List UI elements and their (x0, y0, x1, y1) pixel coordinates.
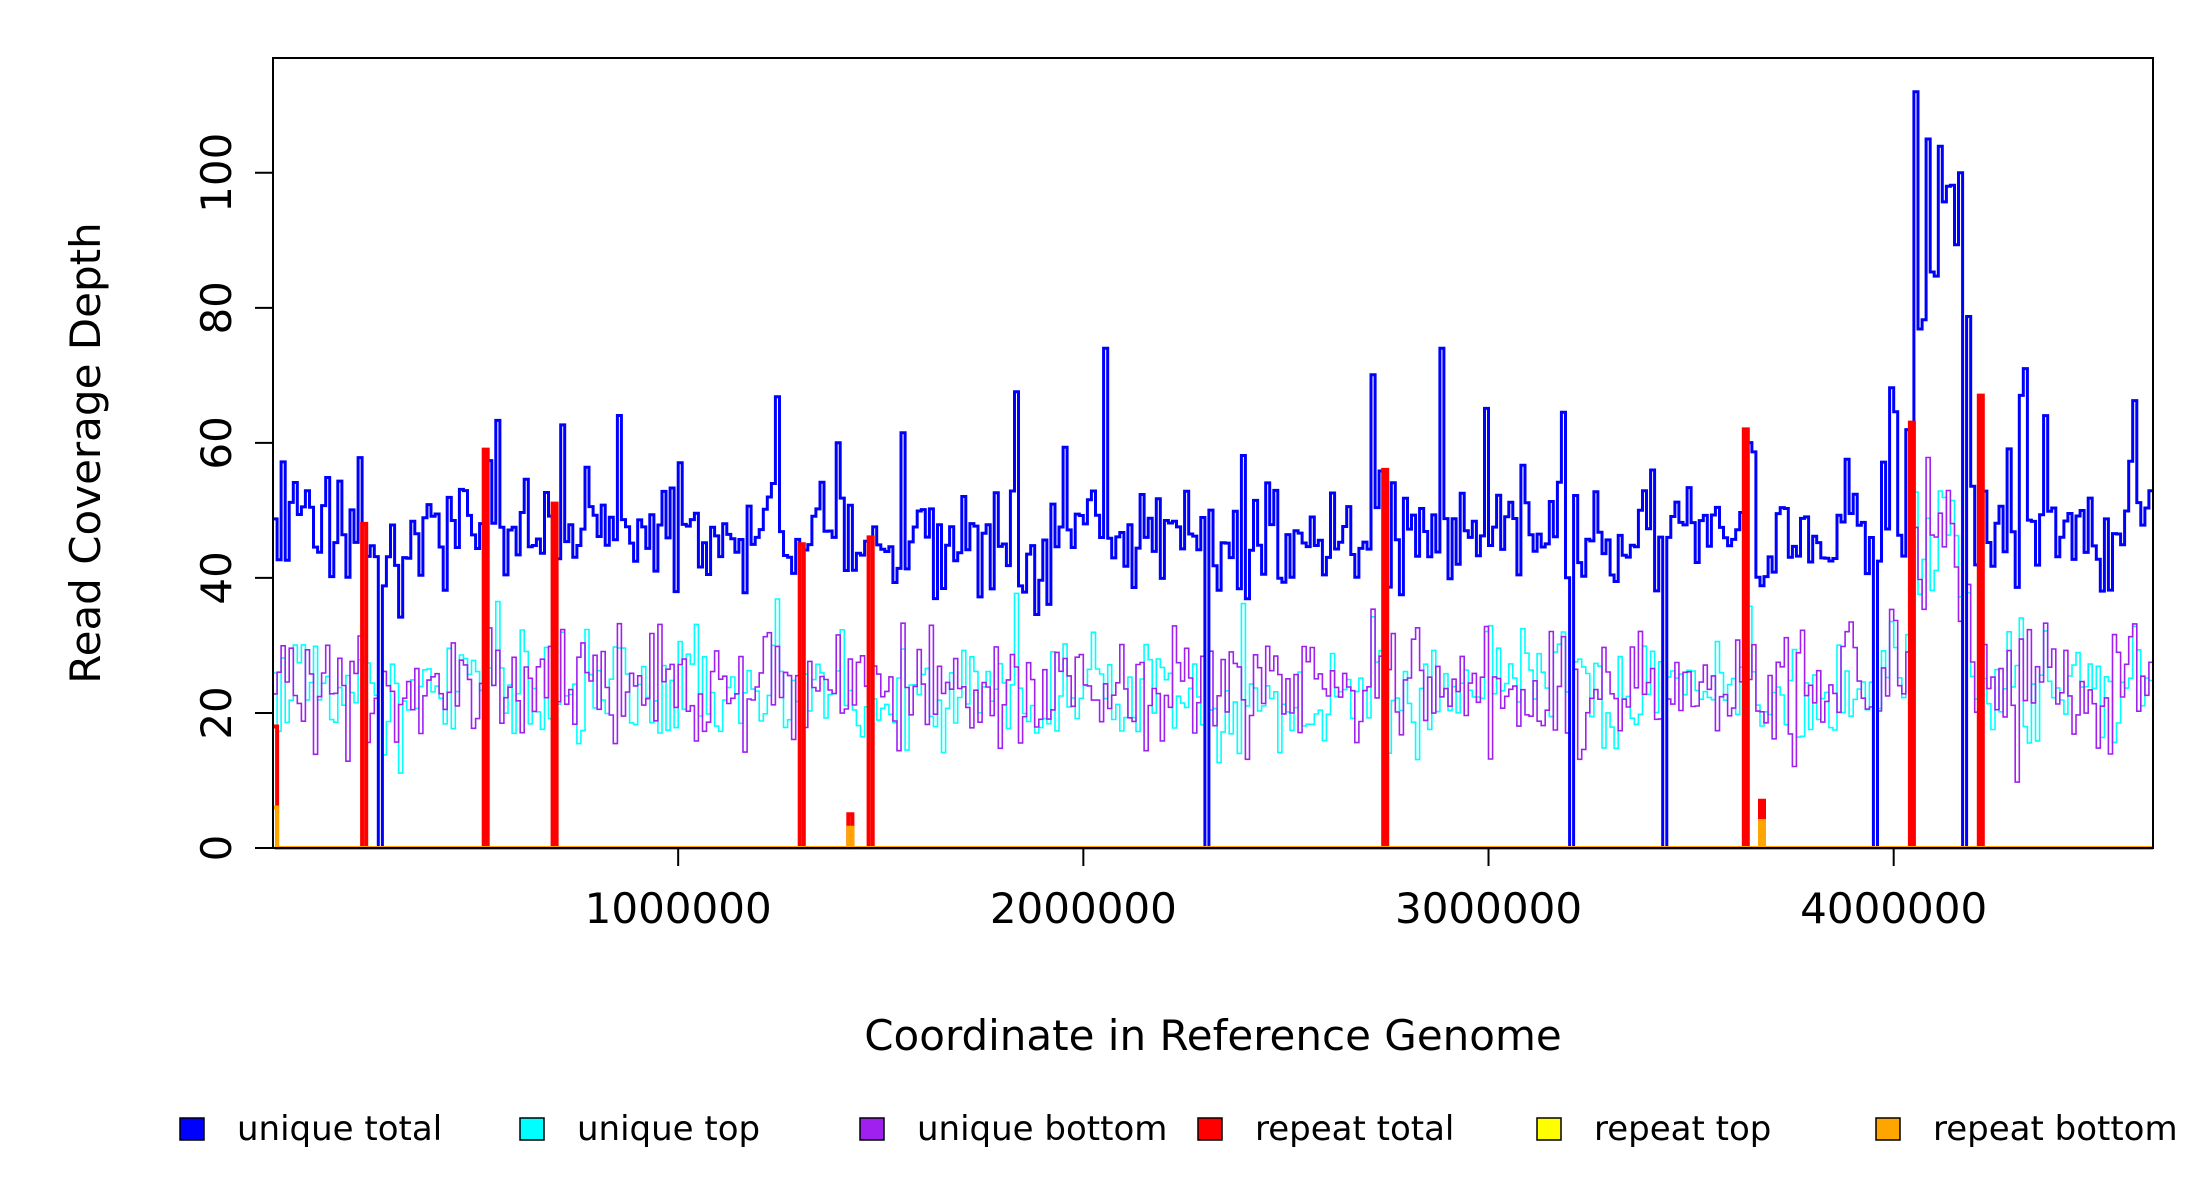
legend: unique total unique top unique bottom repea… (179, 1109, 2178, 1149)
legend-swatch (179, 1117, 205, 1141)
y-tick-label: 40 (192, 551, 241, 604)
series-unique-bottom (273, 456, 2153, 849)
y-tick-label: 20 (192, 686, 241, 739)
x-axis-label: Coordinate in Reference Genome (864, 1011, 1562, 1060)
y-tick-label: 80 (192, 281, 241, 334)
legend-swatch (519, 1117, 545, 1141)
legend-label: unique total (237, 1109, 442, 1149)
legend-label: repeat top (1594, 1109, 1771, 1149)
legend-item-repeat-bottom: repeat bottom (1875, 1109, 2178, 1149)
legend-label: unique bottom (917, 1109, 1167, 1149)
legend-label: repeat bottom (1933, 1109, 2178, 1149)
legend-item-repeat-top: repeat top (1536, 1109, 1771, 1149)
legend-item-unique-total: unique total (179, 1109, 442, 1149)
x-tick-label: 3000000 (1395, 884, 1582, 933)
y-axis-label: Read Coverage Depth (61, 222, 110, 683)
legend-item-repeat-total: repeat total (1197, 1109, 1454, 1149)
legend-swatch (1197, 1117, 1223, 1141)
legend-swatch (1875, 1117, 1901, 1141)
x-tick-label: 2000000 (990, 884, 1177, 933)
legend-swatch (1536, 1117, 1562, 1141)
legend-swatch (859, 1117, 885, 1141)
legend-item-unique-top: unique top (519, 1109, 760, 1149)
legend-item-unique-bottom: unique bottom (859, 1109, 1167, 1149)
series-unique-total (273, 90, 2153, 850)
legend-label: unique top (577, 1109, 760, 1149)
x-tick-label: 1000000 (585, 884, 772, 933)
y-axis: 0 20 40 60 80 100 (192, 133, 274, 862)
legend-label: repeat total (1255, 1109, 1454, 1149)
y-tick-label: 0 (192, 835, 241, 862)
x-axis: 1000000 2000000 3000000 4000000 (585, 847, 1987, 933)
y-tick-label: 60 (192, 416, 241, 469)
y-tick-label: 100 (192, 133, 241, 213)
x-tick-label: 4000000 (1800, 884, 1987, 933)
